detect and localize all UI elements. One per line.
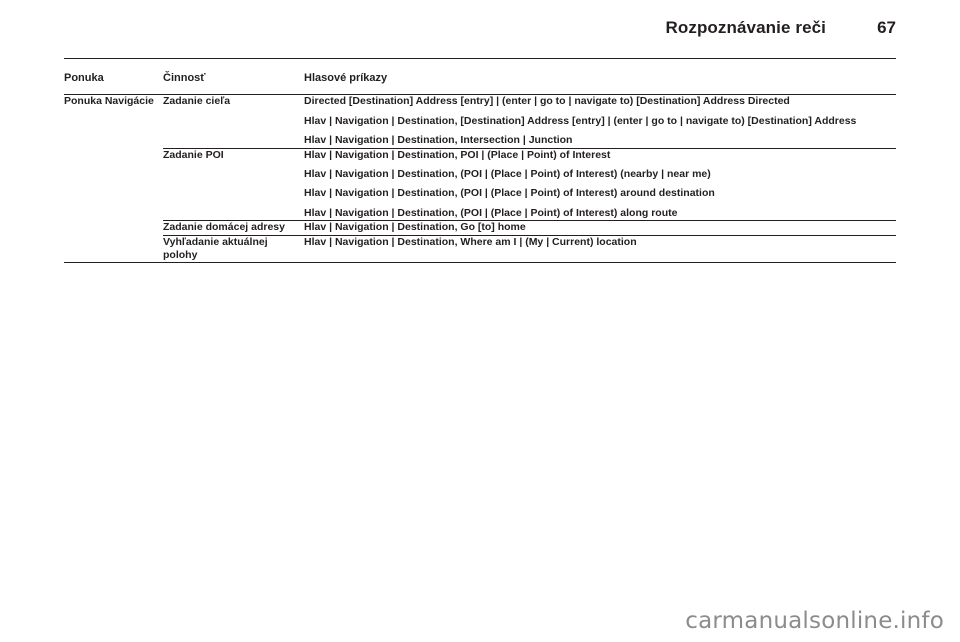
cell-commands: Hlav | Navigation | Destination, Where a… [304,235,896,263]
table-row: Zadanie POI Hlav | Navigation | Destinati… [64,148,896,221]
command-list: Directed [Destination] Address [entry] |… [304,95,896,147]
cell-action: Vyhľadanie aktuálnej polohy [163,235,268,262]
voice-commands-table: Ponuka Činnosť Hlasové príkazy Ponuka Na… [64,66,896,263]
cell-menu-group: Ponuka Navigácie [64,95,154,108]
command-list: Hlav | Navigation | Destination, Where a… [304,236,896,249]
cell-action: Zadanie POI [163,148,224,161]
voice-command: Hlav | Navigation | Destination, POI | (… [304,148,611,161]
table-body: Ponuka Navigácie Zadanie cieľa Directed [D… [64,95,896,263]
voice-command: Hlav | Navigation | Destination, Go [to]… [304,221,526,234]
table-header: Ponuka Činnosť Hlasové príkazy [64,66,896,95]
cell-action: Zadanie cieľa [163,95,231,108]
page-title: Rozpoznávanie reči [665,18,826,37]
cell-commands: Hlav | Navigation | Destination, Go [to]… [304,221,896,235]
command-list: Hlav | Navigation | Destination, POI | (… [304,149,896,221]
voice-command: Hlav | Navigation | Destination, [Destin… [304,114,857,127]
table-row: Ponuka Navigácie Zadanie cieľa Directed [D… [64,95,896,149]
voice-command: Directed [Destination] Address [entry] |… [304,95,790,108]
voice-command: Hlav | Navigation | Destination, Where a… [304,235,637,248]
site-watermark: carmanualsonline.info [685,608,944,634]
page-number: 67 [877,18,896,37]
table-row: Vyhľadanie aktuálnej polohy Hlav | Naviga… [64,235,896,263]
cell-action: Zadanie domácej adresy [163,221,285,234]
column-header-action: Činnosť [163,72,206,84]
table-row: Zadanie domácej adresy Hlav | Navigation … [64,221,896,236]
column-header-commands: Hlasové príkazy [304,72,388,84]
cell-commands: Hlav | Navigation | Destination, POI | (… [304,148,896,221]
voice-command: Hlav | Navigation | Destination, Interse… [304,134,573,147]
table-header-row: Ponuka Činnosť Hlasové príkazy [64,66,896,95]
command-list: Hlav | Navigation | Destination, Go [to]… [304,221,896,234]
voice-command: Hlav | Navigation | Destination, (POI | … [304,168,711,181]
voice-command: Hlav | Navigation | Destination, (POI | … [304,187,715,200]
voice-command: Hlav | Navigation | Destination, (POI | … [304,206,678,219]
header-divider [64,58,896,59]
column-header-menu: Ponuka [64,72,104,84]
cell-commands: Directed [Destination] Address [entry] |… [304,95,896,148]
running-header: Rozpoznávanie reči 67 [64,18,896,48]
